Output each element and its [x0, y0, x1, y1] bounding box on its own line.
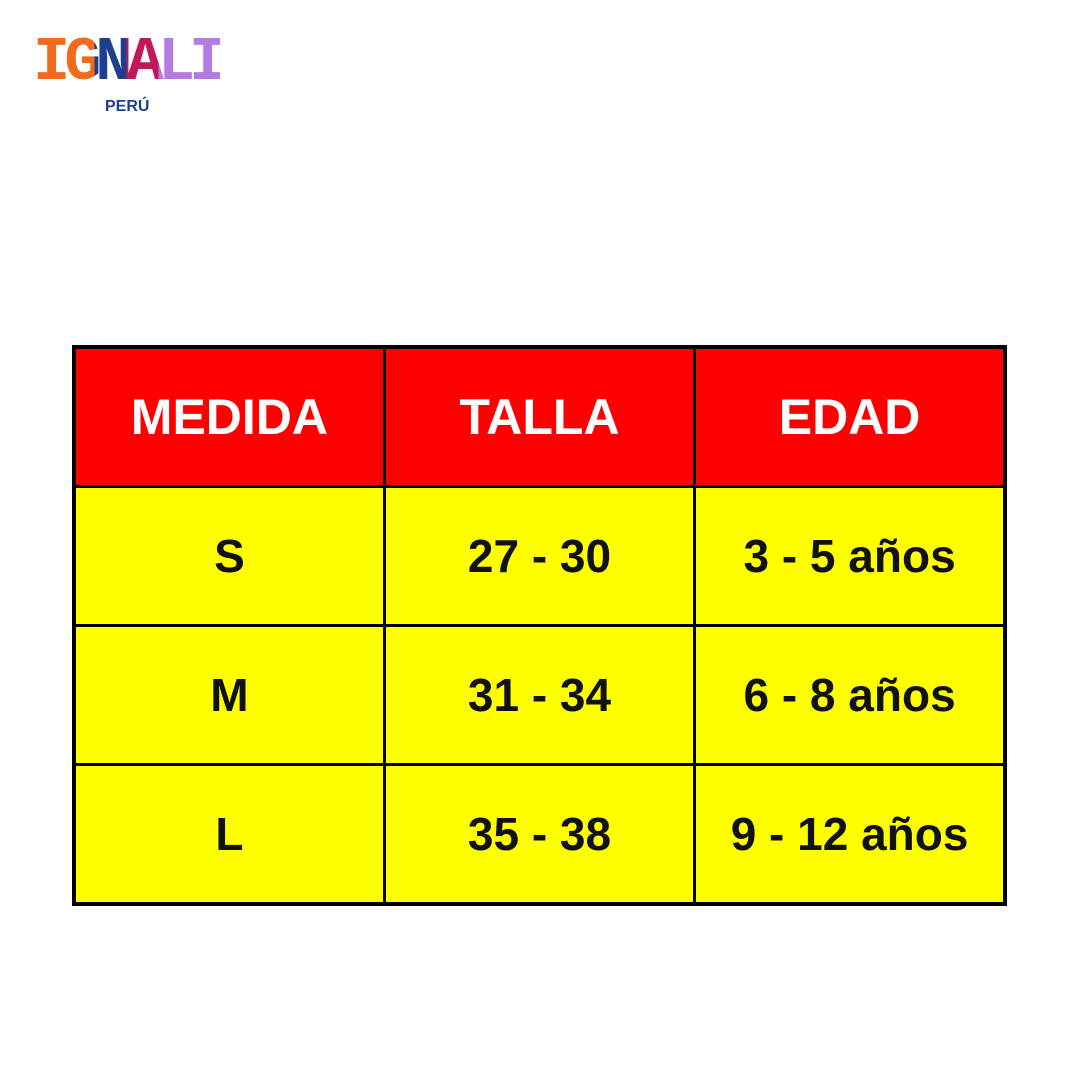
table-row: S 27 - 30 3 - 5 años — [72, 485, 1007, 627]
table-cell: 9 - 12 años — [693, 763, 1007, 906]
header-cell: MEDIDA — [72, 345, 386, 488]
table-cell: 35 - 38 — [382, 763, 697, 906]
header-row: MEDIDA TALLA EDAD — [72, 345, 1007, 488]
logo-name: IGNALI — [33, 27, 226, 98]
table-cell: M — [72, 624, 386, 766]
logo: IGNALI PERÚ — [33, 27, 226, 116]
table-row: L 35 - 38 9 - 12 años — [72, 763, 1007, 906]
header-cell: TALLA — [382, 345, 697, 488]
table-cell: 6 - 8 años — [693, 624, 1007, 766]
logo-subtitle: PERÚ — [105, 98, 150, 115]
size-table: MEDIDA TALLA EDAD S 27 - 30 3 - 5 años M 31 - 3… — [72, 345, 1007, 906]
table-cell: S — [72, 485, 386, 627]
header-cell: EDAD — [693, 345, 1007, 488]
table-cell: 3 - 5 años — [693, 485, 1007, 627]
table-cell: 27 - 30 — [382, 485, 697, 627]
table-row: M 31 - 34 6 - 8 años — [72, 624, 1007, 766]
table-cell: 31 - 34 — [382, 624, 697, 766]
table-cell: L — [72, 763, 386, 906]
